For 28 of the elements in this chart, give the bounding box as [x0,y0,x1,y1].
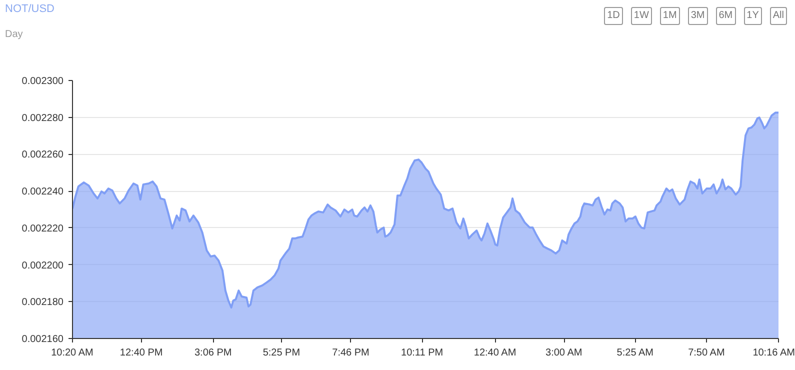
text: All [770,7,787,26]
x-tick-label: 12:40 PM [120,348,163,358]
x-tick-label: 5:25 PM [262,348,300,358]
x-tick-label: 10:11 PM [401,348,444,358]
y-tick-label: 0.002200 [22,260,64,272]
text: 3M [688,7,708,26]
y-tick-label: 0.002260 [22,150,64,161]
x-tick-label: 10:16 AM [752,348,795,358]
x-tick-label: 10:20 AM [51,348,94,358]
chart-title: NOT/USD [5,2,54,17]
y-tick-label: 0.002180 [22,297,64,308]
y-tick-label: 0.002280 [22,112,64,124]
x-tick-label: 5:25 AM [616,348,654,358]
text: 1W [630,7,652,26]
x-tick-label: 12:40 AM [474,348,516,358]
x-tick-label: 3:00 AM [546,348,582,358]
text: 6M [716,7,736,26]
chart-subtitle: Day [5,28,24,42]
x-tick-label: 7:46 PM [332,348,370,358]
y-tick-label: 0.002300 [22,76,64,87]
y-tick-label: 0.002220 [22,223,64,234]
text: 1D [604,7,623,26]
y-tick-label: 0.002240 [22,186,64,198]
x-tick-label: 7:50 AM [688,348,725,358]
y-tick-label: 0.002160 [22,334,64,345]
text: 1M [660,7,680,26]
text: 1Y [744,7,762,26]
x-tick-label: 3:06 PM [194,348,232,358]
